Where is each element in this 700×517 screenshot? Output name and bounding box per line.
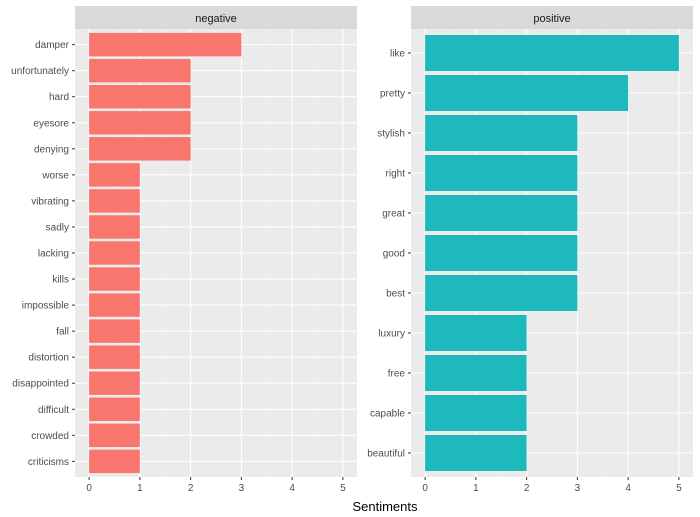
y-tick-label: sadly — [46, 222, 69, 233]
x-tick-label: 2 — [524, 483, 530, 494]
x-tick-label: 0 — [422, 483, 428, 494]
y-tick-label: crowded — [31, 431, 69, 442]
y-tick-label: lacking — [38, 249, 69, 260]
y-tick-label: luxury — [378, 329, 405, 340]
bar-eyesore — [89, 111, 191, 135]
y-tick-label: best — [386, 289, 405, 300]
bar-fall — [89, 319, 140, 343]
x-tick-label: 1 — [137, 483, 143, 494]
x-tick-label: 4 — [625, 483, 631, 494]
bar-like — [425, 35, 679, 71]
bar-lacking — [89, 241, 140, 265]
y-tick-label: capable — [370, 409, 405, 420]
x-tick-label: 0 — [86, 483, 92, 494]
y-tick-label: criticisms — [28, 457, 69, 468]
panel-strip — [411, 6, 693, 29]
bar-unfortunately — [89, 58, 191, 83]
y-tick-label: distortion — [28, 353, 69, 364]
y-tick-label: good — [383, 249, 405, 260]
bar-good — [425, 235, 578, 271]
bar-hard — [89, 85, 191, 109]
x-axis-title: Sentiments — [352, 499, 418, 514]
bar-sadly — [89, 215, 140, 239]
panel-strip — [75, 6, 357, 29]
bar-beautiful — [425, 435, 527, 471]
panel-positive: positive like pretty stylish right great good b… — [367, 6, 693, 494]
bar-stylish — [425, 115, 578, 151]
y-tick-label: kills — [52, 275, 69, 286]
bar-difficult — [89, 397, 140, 421]
bar-free — [425, 355, 527, 391]
bar-vibrating — [89, 189, 140, 213]
x-tick-label: 4 — [289, 483, 295, 494]
y-tick-label: worse — [41, 170, 69, 181]
bar-denying — [89, 137, 191, 161]
y-tick-label: eyesore — [33, 118, 69, 129]
y-tick-label: fall — [56, 327, 69, 338]
bar-criticisms — [89, 449, 140, 474]
bar-crowded — [89, 423, 140, 448]
bar-kills — [89, 267, 140, 291]
x-tick-label: 3 — [575, 483, 581, 494]
y-tick-label: pretty — [380, 89, 405, 100]
bar-pretty — [425, 75, 629, 111]
panel-title: negative — [195, 13, 237, 25]
x-tick-label: 3 — [239, 483, 245, 494]
y-tick-label: disappointed — [12, 379, 69, 390]
x-tick-label: 2 — [188, 483, 194, 494]
bar-luxury — [425, 315, 527, 351]
y-tick-label: great — [382, 209, 405, 220]
y-tick-label: impossible — [22, 301, 70, 312]
x-tick-label: 5 — [676, 483, 682, 494]
y-tick-label: free — [388, 369, 406, 380]
bar-great — [425, 195, 578, 231]
bar-worse — [89, 163, 140, 187]
y-tick-label: difficult — [38, 405, 69, 416]
panel-title: positive — [533, 13, 570, 25]
panel-negative: negative damper unfortunately hard eyesore de… — [11, 6, 357, 494]
y-tick-label: hard — [49, 92, 69, 103]
bar-right — [425, 155, 578, 191]
bar-damper — [89, 32, 242, 57]
y-tick-label: vibrating — [31, 196, 69, 207]
bar-best — [425, 275, 578, 311]
bar-capable — [425, 395, 527, 431]
y-tick-label: right — [386, 169, 406, 180]
x-tick-label: 1 — [473, 483, 479, 494]
bar-disappointed — [89, 371, 140, 395]
y-tick-label: unfortunately — [11, 66, 69, 77]
y-tick-label: beautiful — [367, 449, 405, 460]
bar-distortion — [89, 345, 140, 369]
y-tick-label: denying — [34, 144, 69, 155]
y-tick-label: stylish — [377, 129, 405, 140]
x-tick-label: 5 — [340, 483, 346, 494]
bar-impossible — [89, 293, 140, 317]
y-tick-label: damper — [35, 40, 70, 51]
y-tick-label: like — [390, 49, 405, 60]
